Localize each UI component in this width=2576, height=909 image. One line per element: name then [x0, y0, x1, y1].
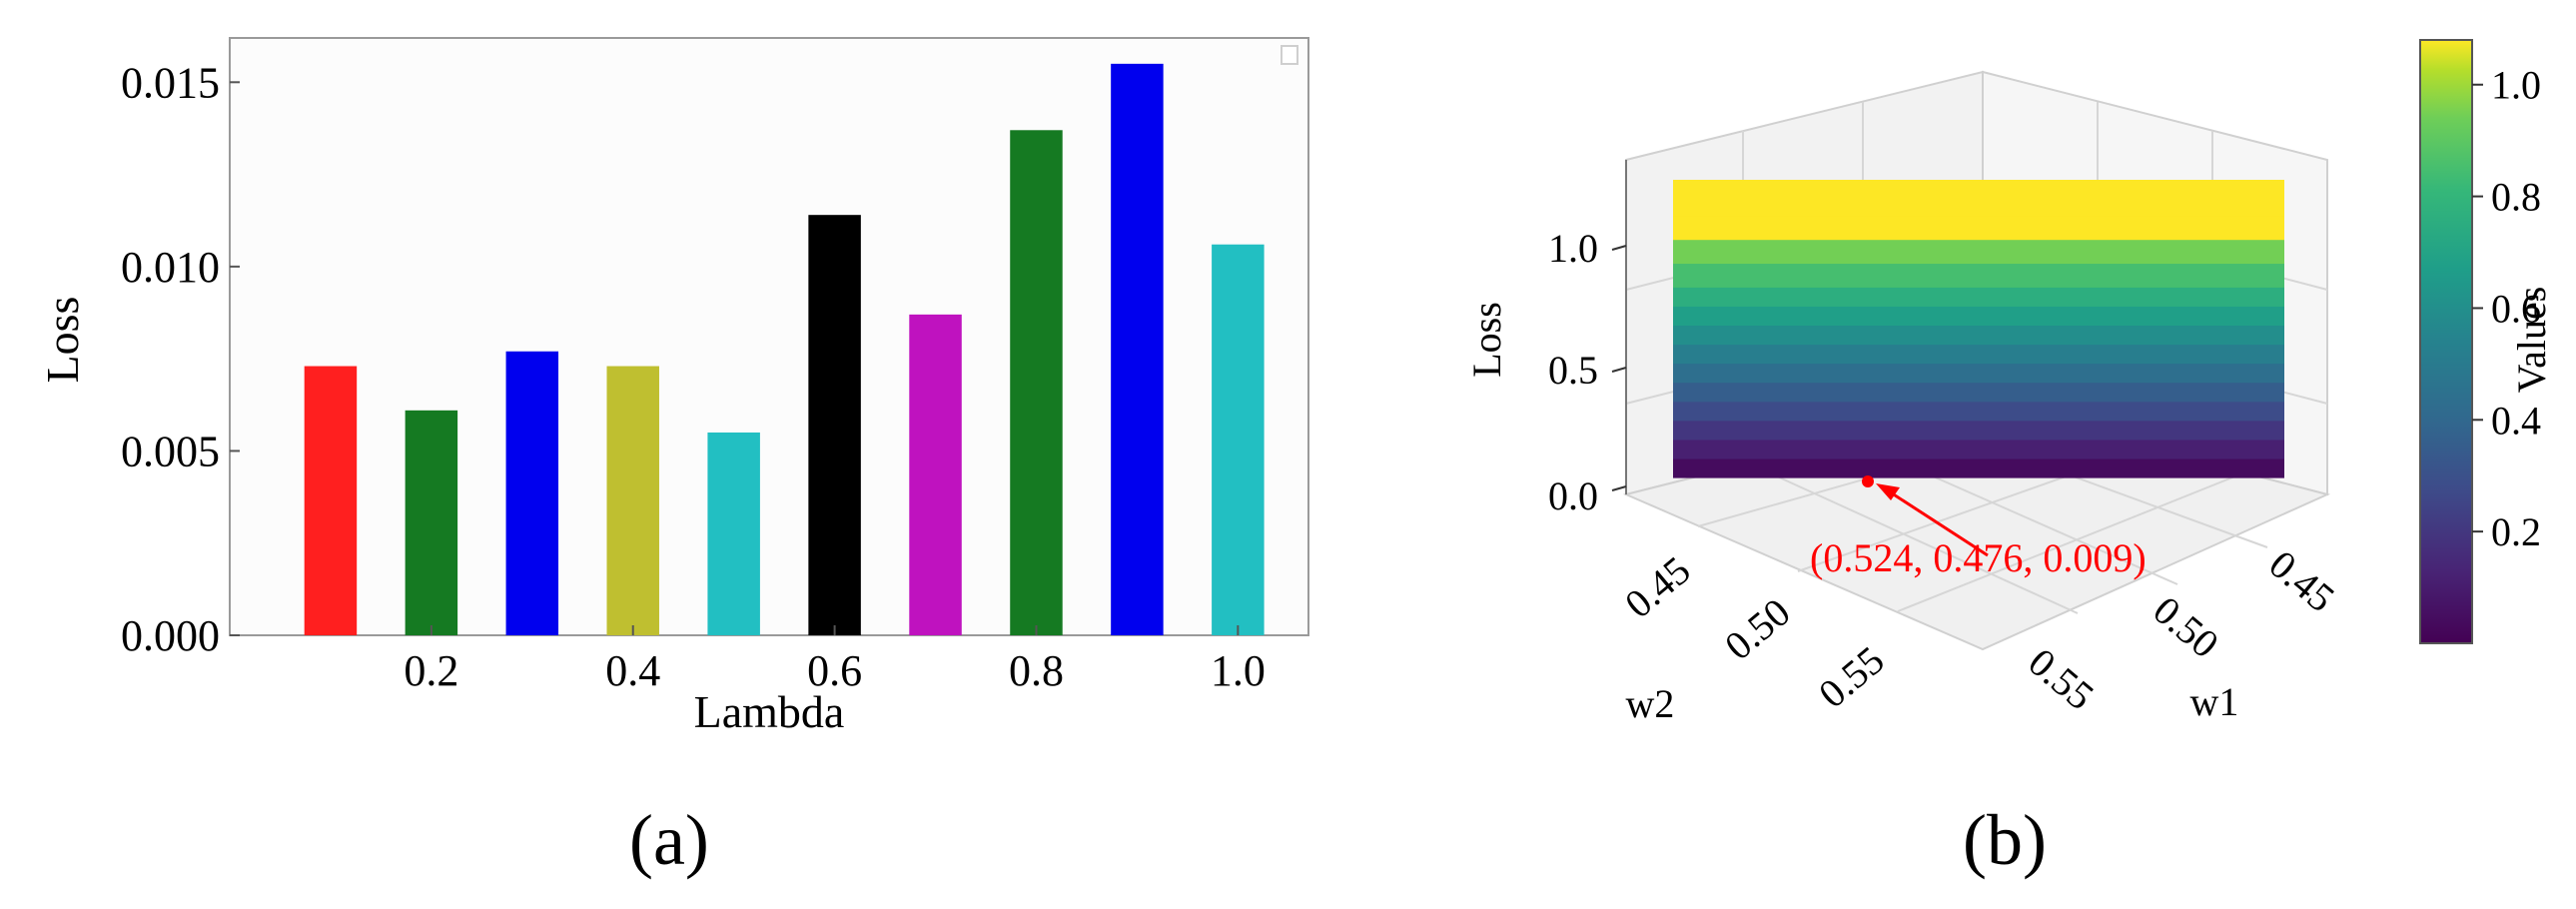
surface-band	[1673, 180, 2284, 217]
colorbar-tick-label: 0.6	[2491, 286, 2541, 331]
colorbar-gradient	[2419, 39, 2473, 644]
z-tick-label: 1.0	[1548, 226, 1598, 271]
bar-lambda-0.2	[405, 410, 458, 635]
bar-lambda-0.7	[909, 314, 962, 635]
x-tick-label: 0.8	[1009, 646, 1064, 695]
surface-band	[1673, 420, 2284, 441]
w1-axis-label: w1	[2190, 679, 2239, 724]
annotation-arrowhead	[1876, 483, 1900, 500]
panel-label-a: (a)	[629, 800, 709, 880]
w2-tick-label: 0.55	[1810, 637, 1893, 716]
w2-tick-label: 0.45	[1616, 547, 1699, 626]
surface-band	[1673, 325, 2284, 346]
x-tick-label: 0.6	[807, 646, 862, 695]
surface-band	[1673, 439, 2284, 459]
surface-band	[1673, 401, 2284, 422]
surface-band	[1673, 263, 2284, 288]
bar-chart-panel: 0.2 0.4 0.6 0.8 1.0 0.000 0.005 0.010 0.015 Los…	[37, 37, 1309, 737]
colorbar: 0.2 0.4 0.6 0.8 1.0 Values	[2419, 39, 2554, 644]
z-axis: 1.0 0.5 0.0 Loss	[1464, 160, 1627, 518]
surface-plot-panel: 1.0 0.5 0.0 Loss 0.45 0.50 0.55 w2 0.55 …	[1464, 39, 2554, 726]
surface-band	[1673, 287, 2284, 307]
surface-band	[1673, 363, 2284, 384]
colorbar-tick-label: 0.8	[2491, 175, 2541, 220]
bar-lambda-1.0	[1212, 244, 1265, 635]
x-tick-label: 0.2	[404, 646, 458, 695]
w1-tick-label: 0.50	[2145, 587, 2227, 666]
surface-band	[1673, 215, 2284, 241]
x-axis-label: Lambda	[694, 686, 845, 737]
loss-surface	[1673, 180, 2284, 478]
y-tick-label: 0.010	[121, 243, 220, 292]
w1-tick-label: 0.55	[2020, 639, 2103, 718]
y-tick-label: 0.000	[121, 611, 220, 660]
y-tick-label: 0.005	[121, 427, 220, 475]
surface-band	[1673, 457, 2284, 478]
surface-band	[1673, 239, 2284, 265]
surface-band	[1673, 382, 2284, 403]
z-tick-label: 0.5	[1548, 348, 1598, 393]
legend-box	[1281, 45, 1298, 65]
z-tick-label: 0.0	[1548, 473, 1598, 518]
bar-lambda-0.9	[1111, 63, 1164, 636]
z-axis-label: Loss	[1464, 302, 1509, 378]
colorbar-label: Values	[2509, 287, 2554, 394]
x-tick-label: 1.0	[1211, 646, 1266, 695]
x-tick-label: 0.4	[605, 646, 660, 695]
w2-axis-label: w2	[1626, 681, 1675, 726]
y-axis-label: Loss	[37, 297, 88, 384]
colorbar-tick-label: 0.2	[2491, 509, 2541, 554]
bar-lambda-0.3	[505, 351, 559, 635]
w2-tick-label: 0.50	[1716, 589, 1799, 668]
colorbar-tick-label: 0.4	[2491, 398, 2541, 443]
colorbar-tick-label: 1.0	[2491, 63, 2541, 108]
surface-band	[1673, 306, 2284, 327]
bar-lambda-0.5	[707, 432, 760, 635]
bar-lambda-0.4	[606, 366, 659, 635]
y-tick-label: 0.015	[121, 58, 220, 107]
surface-band	[1673, 344, 2284, 365]
bar-lambda-0.1	[304, 366, 358, 635]
annotation-arrow	[1882, 485, 1989, 557]
w1-tick-label: 0.45	[2260, 541, 2343, 620]
minimum-annotation: (0.524, 0.476, 0.009)	[1810, 475, 2147, 580]
bar-lambda-0.6	[808, 215, 861, 635]
bar-lambda-0.8	[1010, 130, 1063, 636]
annotation-text: (0.524, 0.476, 0.009)	[1810, 535, 2147, 580]
minimum-point	[1862, 475, 1874, 487]
panel-label-b: (b)	[1963, 800, 2047, 880]
